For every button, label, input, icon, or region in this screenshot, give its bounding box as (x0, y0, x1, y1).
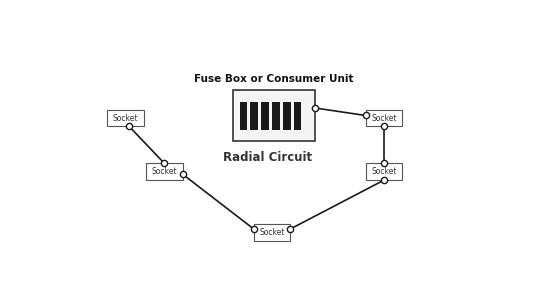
Bar (146, 163, 182, 180)
Bar (254, 224, 290, 241)
Text: Socket: Socket (113, 114, 138, 122)
Bar (272, 102, 280, 130)
Bar (366, 110, 403, 126)
Bar (240, 102, 247, 130)
Text: Socket: Socket (371, 114, 397, 122)
Bar (107, 110, 144, 126)
Bar (234, 90, 315, 141)
Text: Radial Circuit: Radial Circuit (223, 151, 312, 164)
Bar (294, 102, 301, 130)
Bar (366, 163, 403, 180)
Bar (283, 102, 291, 130)
Text: Socket: Socket (259, 228, 285, 237)
Text: Fuse Box or Consumer Unit: Fuse Box or Consumer Unit (195, 74, 354, 84)
Text: Socket: Socket (371, 167, 397, 176)
Bar (261, 102, 269, 130)
Text: Socket: Socket (152, 167, 177, 176)
Bar (251, 102, 258, 130)
